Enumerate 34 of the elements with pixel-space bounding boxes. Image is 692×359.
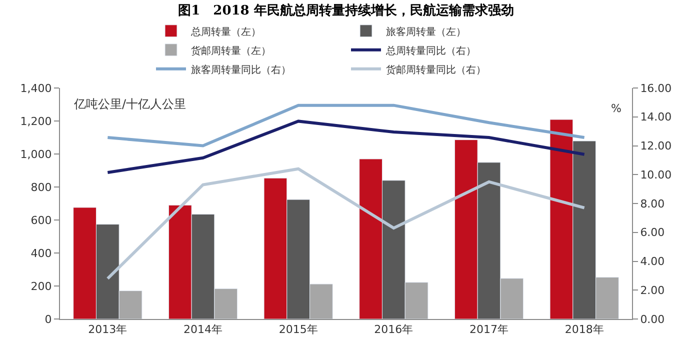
y-tick-label: 0 — [44, 312, 52, 326]
legend-label: 旅客周转量（左） — [386, 26, 466, 38]
y-tick-label: 1,000 — [20, 148, 52, 161]
x-tick-label: 2014年 — [184, 323, 222, 336]
y2-tick-label: 2.00 — [640, 284, 665, 297]
legend-label: 旅客周转量同比（右） — [191, 64, 291, 76]
chart-title: 图1 2018 年民航总周转量持续增长，民航运输需求强劲 — [178, 2, 514, 18]
y2-tick-label: 0.00 — [640, 312, 665, 326]
line-series — [106, 167, 586, 280]
y2-axis-title: % — [611, 102, 622, 115]
y-tick-label: 600 — [30, 214, 52, 227]
y2-tick-label: 14.00 — [640, 110, 672, 124]
legend-label: 总周转量同比（右） — [385, 44, 476, 57]
y-tick-label: 1,200 — [20, 114, 52, 128]
x-tick-label: 2015年 — [278, 323, 318, 336]
x-tick-label: 2017年 — [470, 323, 508, 336]
y-tick-label: 400 — [30, 246, 52, 260]
x-tick-label: 2013年 — [88, 323, 128, 336]
y2-tick-label: 10.00 — [640, 168, 672, 182]
legend-label: 总周转量（左） — [190, 26, 261, 38]
y2-tick-label: 6.00 — [640, 226, 665, 240]
y-tick-label: 800 — [30, 180, 52, 194]
x-tick-label: 2018年 — [564, 323, 604, 336]
y-tick-label: 200 — [30, 280, 52, 293]
y-tick-label: 1,400 — [20, 82, 52, 95]
legend-label: 货邮周转量同比（右） — [386, 64, 486, 76]
line-series — [106, 120, 586, 174]
y2-tick-label: 8.00 — [640, 197, 665, 210]
x-tick-label: 2016年 — [374, 323, 414, 336]
y2-tick-label: 4.00 — [640, 255, 665, 268]
y2-tick-label: 12.00 — [640, 140, 672, 153]
y-axis-title: 亿吨公里/十亿人公里 — [73, 97, 186, 111]
legend-label: 货邮周转量（左） — [191, 44, 271, 57]
y2-tick-label: 16.00 — [640, 82, 672, 95]
